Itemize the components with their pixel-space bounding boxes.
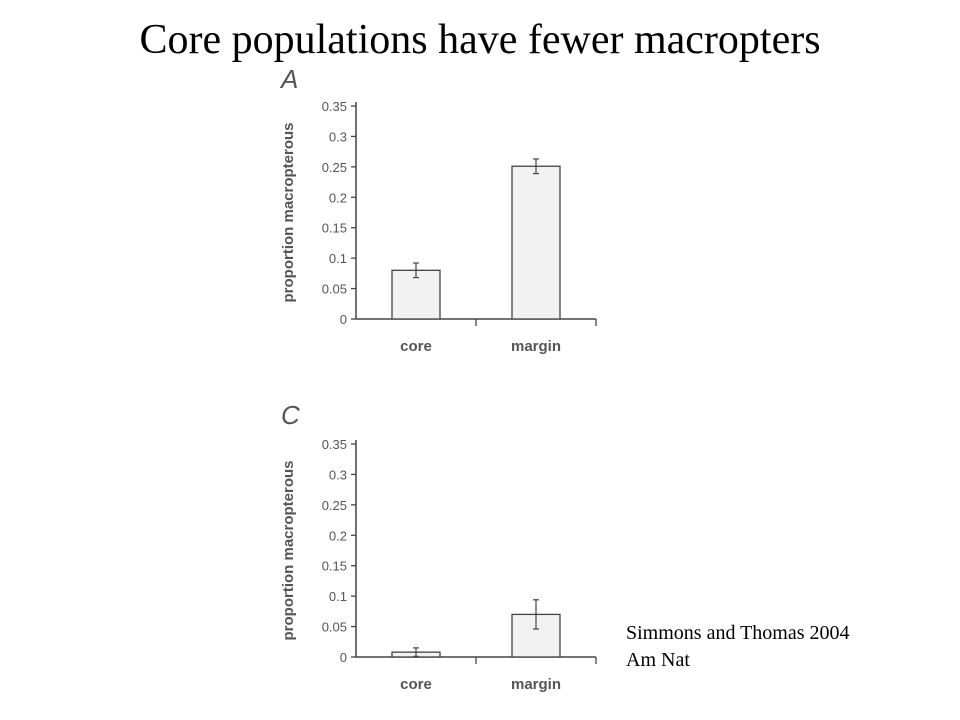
bar-chart-a: proportion macropterous 0 0.05 0.1 0.15 0.2 0.…	[280, 99, 597, 355]
x-tick-label-margin: margin	[511, 338, 561, 355]
y-tick-label: 0	[340, 650, 347, 665]
x-tick-label-core: core	[400, 676, 432, 693]
y-tick-label: 0.25	[322, 160, 347, 175]
y-axis-title: proportion macropterous	[280, 122, 297, 302]
bar-chart-c: proportion macropterous 0 0.05 0.1 0.15 0.2 0.…	[280, 437, 597, 693]
y-tick-label: 0.1	[329, 589, 347, 604]
y-tick-label: 0.25	[322, 498, 347, 513]
y-tick-label: 0.35	[322, 437, 347, 452]
citation: Simmons and Thomas 2004 Am Nat	[626, 620, 850, 674]
y-tick-label: 0.05	[322, 282, 347, 297]
x-tick-label-margin: margin	[511, 676, 561, 693]
y-axis-title: proportion macropterous	[280, 460, 297, 640]
y-tick-label: 0.3	[329, 129, 347, 144]
y-tick-label: 0	[340, 312, 347, 327]
slide-title: Core populations have fewer macropters	[139, 17, 821, 63]
y-tick-label: 0.1	[329, 251, 347, 266]
y-tick-label: 0.35	[322, 99, 347, 114]
y-tick-label: 0.2	[329, 190, 347, 205]
x-tick-label-core: core	[400, 338, 432, 355]
bar-margin	[511, 165, 561, 320]
y-tick-label: 0.3	[329, 467, 347, 482]
y-tick-label: 0.05	[322, 620, 347, 635]
y-tick-label: 0.15	[322, 559, 347, 574]
panel-label-c: C	[281, 400, 300, 430]
panel-label-a: A	[281, 64, 299, 94]
y-tick-label: 0.15	[322, 221, 347, 236]
citation-journal: Am Nat	[626, 649, 690, 671]
citation-authors: Simmons and Thomas 2004	[626, 622, 850, 644]
y-tick-label: 0.2	[329, 528, 347, 543]
